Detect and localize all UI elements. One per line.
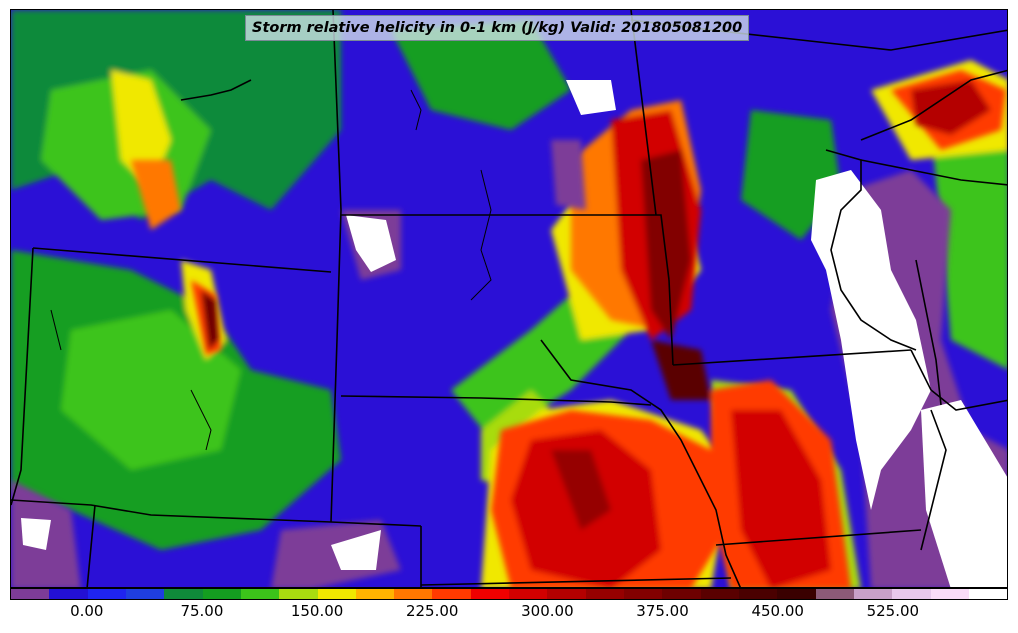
colorbar-tick-label: 150.00 [290,602,344,620]
colorbar-tick-label: 0.00 [70,602,104,620]
colorbar-swatch [585,589,624,599]
colorbar-swatch [968,589,1008,599]
colorbar-swatch [164,589,203,599]
colorbar-swatch [470,589,510,599]
colorbar-swatch [509,589,548,599]
state-borders [11,10,1007,587]
river-lines [50,89,492,451]
colorbar-swatch [930,589,969,599]
colorbar-tick-label: 525.00 [866,602,920,620]
colorbar-swatch [87,589,126,599]
colorbar-swatch [853,589,893,599]
map-title-box: Storm relative helicity in 0-1 km (J/kg)… [245,15,750,41]
colorbar-swatch [738,589,778,599]
colorbar-swatch [394,589,433,599]
colorbar-swatch [49,589,88,599]
colorbar-swatch [355,589,395,599]
colorbar-swatch [815,589,854,599]
colorbar-swatch [240,589,280,599]
colorbar-tick-label: 225.00 [405,602,459,620]
colorbar-swatch [11,589,50,599]
helicity-field [11,10,1007,587]
map-title: Storm relative helicity in 0-1 km (J/kg)… [252,20,743,36]
colorbar-swatch [547,589,586,599]
colorbar-swatch [700,589,739,599]
colorbar-swatch [279,589,318,599]
colorbar-tick-labels: 0.00 75.00 150.00 225.00 300.00 375.00 450.00 5… [10,602,1008,624]
colorbar-swatch [892,589,931,599]
colorbar-swatch [202,589,241,599]
map-panel [10,9,1008,588]
colorbar-swatch [777,589,816,599]
colorbar-swatch [432,589,471,599]
colorbar-tick-label: 75.00 [180,602,224,620]
colorbar-tick-label: 375.00 [636,602,689,620]
colorbar-tick-label: 300.00 [521,602,574,620]
colorbar [10,588,1008,600]
colorbar-swatch [125,589,165,599]
colorbar-swatch [662,589,701,599]
colorbar-tick-label: 450.00 [751,602,804,620]
colorbar-swatch [624,589,663,599]
colorbar-swatch [317,589,356,599]
